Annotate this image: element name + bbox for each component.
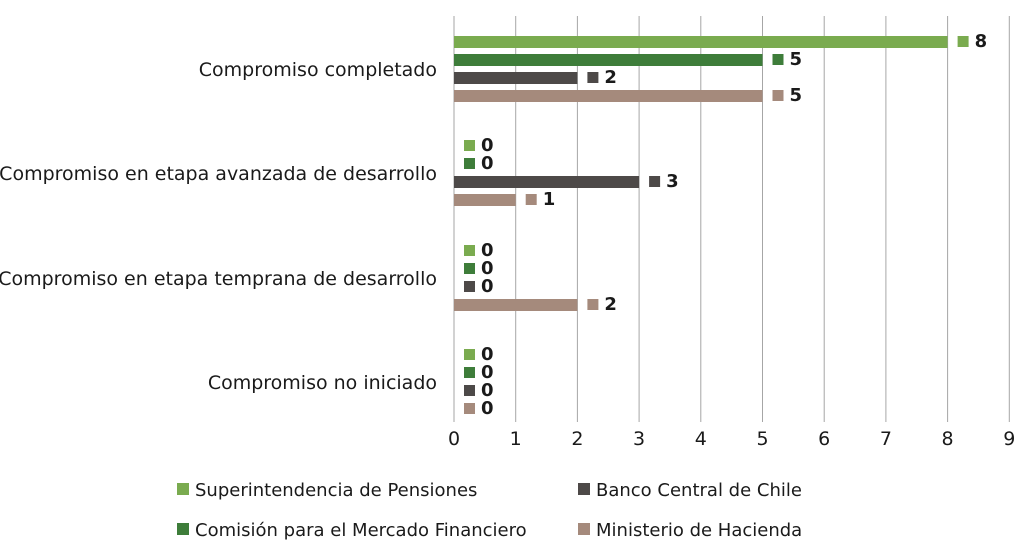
value-marker xyxy=(587,299,599,310)
value-label: 2 xyxy=(604,67,617,88)
value-label: 0 xyxy=(481,153,494,174)
value-marker xyxy=(464,158,475,169)
value-label: 0 xyxy=(481,258,494,279)
value-marker xyxy=(772,90,784,101)
x-tick-label: 8 xyxy=(942,428,954,450)
value-marker xyxy=(464,140,475,151)
value-marker xyxy=(464,281,475,292)
legend-label: Comisión para el Mercado Financiero xyxy=(195,520,527,541)
value-marker xyxy=(464,263,475,274)
bar xyxy=(454,90,763,102)
category-labels: Compromiso completado Compromiso en etapa… xyxy=(0,59,437,394)
category-label: Compromiso en etapa avanzada de desarrol… xyxy=(0,163,437,185)
legend-label: Ministerio de Hacienda xyxy=(596,520,802,541)
legend-swatch xyxy=(578,483,590,495)
value-label: 5 xyxy=(790,49,803,70)
x-tick-label: 9 xyxy=(1003,428,1015,450)
category-label: Compromiso completado xyxy=(199,59,437,81)
value-label: 0 xyxy=(481,344,494,365)
bar xyxy=(454,194,516,206)
x-tick-label: 4 xyxy=(695,428,707,450)
bar xyxy=(454,72,578,84)
value-marker xyxy=(587,72,599,83)
category-label: Compromiso en etapa temprana de desarrol… xyxy=(0,268,437,290)
x-tick-label: 1 xyxy=(510,428,522,450)
bar xyxy=(454,176,640,188)
bar xyxy=(454,54,763,66)
value-marker xyxy=(649,176,661,187)
legend: Superintendencia de Pensiones Banco Centr… xyxy=(177,480,802,541)
value-marker xyxy=(464,367,475,378)
x-tick-label: 2 xyxy=(571,428,583,450)
value-label: 0 xyxy=(481,362,494,383)
value-label: 0 xyxy=(481,135,494,156)
legend-swatch xyxy=(177,483,189,495)
value-label: 3 xyxy=(666,171,679,192)
value-marker xyxy=(464,245,475,256)
legend-swatch xyxy=(578,523,590,535)
value-label: 0 xyxy=(481,380,494,401)
legend-label: Banco Central de Chile xyxy=(596,480,802,501)
value-marker xyxy=(957,36,969,47)
value-marker xyxy=(772,54,784,65)
value-label: 5 xyxy=(790,85,803,106)
bars xyxy=(454,36,948,311)
category-label: Compromiso no iniciado xyxy=(208,372,437,394)
x-tick-label: 0 xyxy=(448,428,460,450)
bar xyxy=(454,299,578,311)
value-label: 0 xyxy=(481,240,494,261)
x-axis-ticks: 0 1 2 3 4 5 6 7 8 9 xyxy=(448,428,1015,450)
value-marker xyxy=(464,385,475,396)
value-label: 1 xyxy=(543,189,556,210)
x-tick-label: 7 xyxy=(880,428,892,450)
x-tick-label: 6 xyxy=(818,428,830,450)
value-marker xyxy=(525,194,537,205)
x-tick-label: 5 xyxy=(756,428,768,450)
legend-swatch xyxy=(177,523,189,535)
value-label: 2 xyxy=(604,294,617,315)
value-label: 8 xyxy=(975,31,988,52)
value-marker xyxy=(464,403,475,414)
value-label: 0 xyxy=(481,398,494,419)
bar xyxy=(454,36,948,48)
x-tick-label: 3 xyxy=(633,428,645,450)
value-label: 0 xyxy=(481,276,494,297)
legend-label: Superintendencia de Pensiones xyxy=(195,480,477,501)
value-marker xyxy=(464,349,475,360)
